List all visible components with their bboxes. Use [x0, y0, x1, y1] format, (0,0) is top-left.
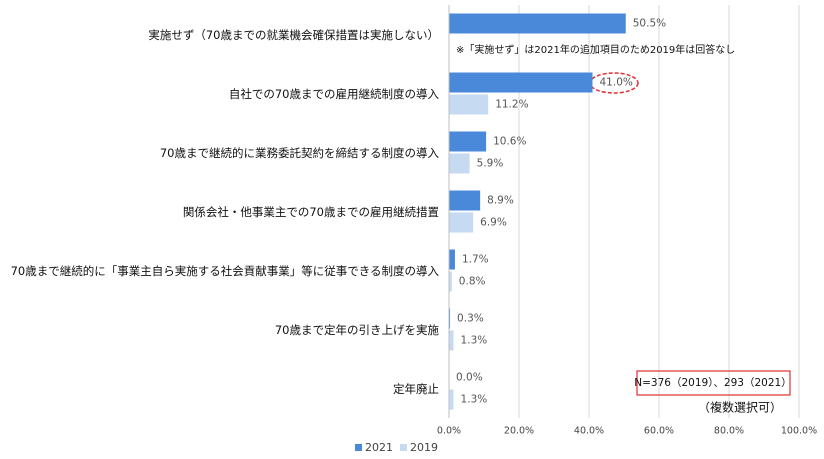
value-label: 11.2%	[495, 99, 528, 111]
bar	[449, 330, 454, 351]
bar	[449, 249, 455, 270]
bar	[449, 389, 454, 410]
value-label: 50.5%	[633, 18, 666, 30]
y-tick-label: 70歳まで定年の引き上げを実施	[275, 323, 440, 337]
note-box	[636, 370, 791, 396]
y-tick-label: 定年廃止	[393, 382, 439, 396]
bar	[449, 190, 481, 211]
annotation: （複数選択可）	[698, 400, 782, 415]
bar	[449, 94, 489, 115]
bar	[449, 72, 593, 93]
value-label: 0.0%	[456, 372, 483, 384]
x-tick-label: 60.0%	[644, 426, 674, 437]
value-label: 10.6%	[493, 136, 526, 148]
y-tick-label: 関係会社・他事業主での70歳までの雇用継続措置	[183, 205, 439, 219]
x-tick-label: 80.0%	[714, 426, 744, 437]
y-tick-label: 70歳まで継続的に業務委託契約を締結する制度の導入	[160, 146, 440, 160]
y-tick-label: 実施せず（70歳までの就業機会確保措置は実施しない）	[148, 28, 439, 42]
x-tick-label: 20.0%	[504, 426, 534, 437]
x-tick-label: 0.0%	[437, 426, 461, 437]
grid	[448, 5, 800, 418]
bar	[449, 131, 487, 152]
x-tick-label: 40.0%	[574, 426, 604, 437]
value-label: 1.3%	[461, 335, 488, 347]
bar	[449, 13, 626, 34]
annotation: ※「実施せず」は2021年の追加項目のため2019年は回答なし	[456, 43, 735, 56]
legend-label: 2019	[410, 441, 438, 454]
value-label: 1.7%	[462, 254, 489, 266]
value-label: 0.3%	[457, 313, 484, 325]
value-label: 5.9%	[477, 158, 504, 170]
value-label: 8.9%	[487, 195, 514, 207]
bar	[449, 212, 474, 233]
legend-label: 2021	[365, 441, 393, 454]
legend-swatch	[400, 444, 407, 451]
value-label: 41.0%	[600, 77, 633, 89]
annotation: N=376（2019）、293（2021）	[634, 377, 791, 389]
value-label: 6.9%	[480, 217, 507, 229]
bar	[449, 271, 452, 292]
bar	[449, 308, 451, 329]
x-tick-label: 100.0%	[781, 426, 817, 437]
y-tick-label: 70歳まで継続的に「事業主自ら実施する社会貢献事業」等に従事できる制度の導入	[11, 264, 440, 278]
y-tick-label: 自社での70歳までの雇用継続制度の導入	[229, 87, 440, 101]
value-label: 0.8%	[459, 276, 486, 288]
legend-swatch	[355, 444, 362, 451]
value-label: 1.3%	[461, 394, 488, 406]
bar	[449, 153, 470, 174]
